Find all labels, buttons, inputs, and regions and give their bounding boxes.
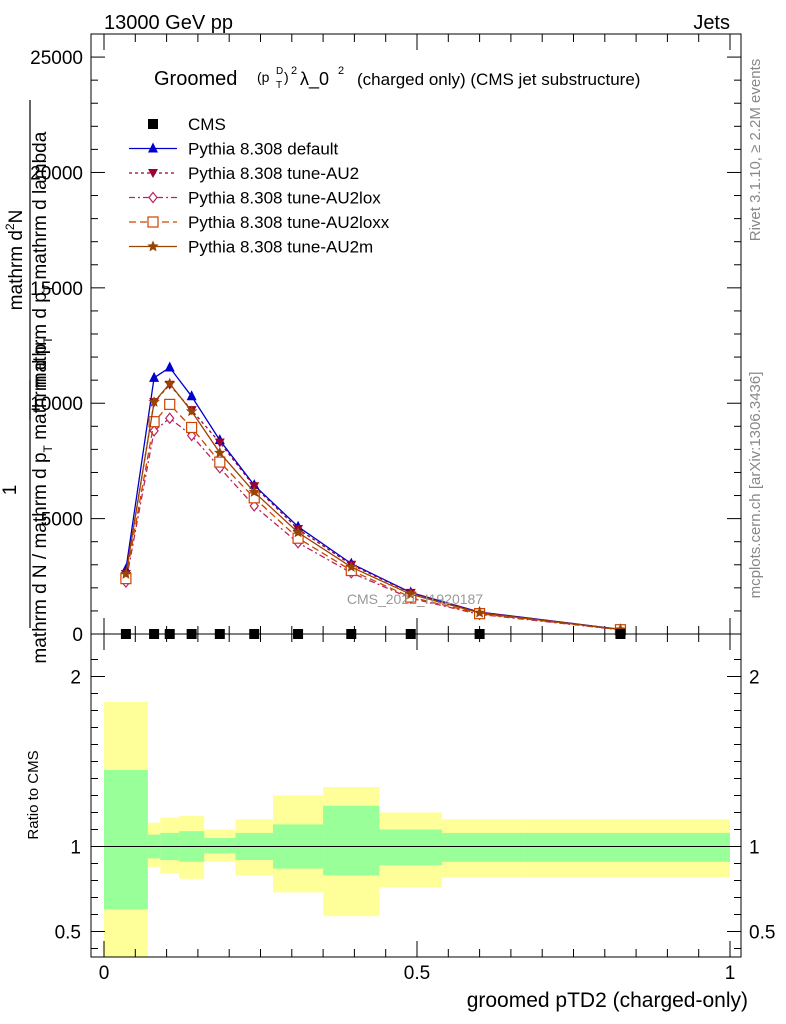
mcplots-label: mcplots.cern.ch [arXiv:1306.3436] bbox=[747, 372, 764, 599]
svg-text:T: T bbox=[276, 80, 282, 91]
data-point bbox=[185, 405, 198, 417]
legend-label: Pythia 8.308 tune-AU2lox bbox=[188, 189, 381, 208]
legend-entry: Pythia 8.308 tune-AU2loxx bbox=[129, 213, 390, 232]
svg-text:λ_0: λ_0 bbox=[300, 69, 329, 90]
ratio-frame bbox=[90, 633, 742, 958]
ratio-band-green bbox=[104, 770, 148, 910]
ratio-ytick-label-right: 1 bbox=[749, 838, 760, 859]
title-close: ) bbox=[284, 69, 289, 85]
main-ylabel: mathrm d2N mathrm d pT mathrm d lambda 1… bbox=[0, 100, 55, 664]
ratio-band-green bbox=[204, 838, 236, 854]
title-sub: T bbox=[276, 80, 282, 91]
ratio-band-green bbox=[442, 832, 524, 862]
data-point bbox=[164, 398, 176, 410]
legend-entry: CMS bbox=[148, 115, 226, 134]
main-ytick-label: 5000 bbox=[41, 510, 83, 531]
x-axis-label: groomed pTD2 (charged-only) bbox=[467, 989, 748, 1012]
title-rest: (charged only) (CMS jet substructure) bbox=[357, 70, 640, 89]
legend-entry: Pythia 8.308 tune-AU2m bbox=[129, 238, 373, 257]
svg-text:mathrm d N / mathrm d pT mathr: mathrm d N / mathrm d pT mathrm d pT bbox=[30, 336, 55, 664]
legend-label: Pythia 8.308 tune-AU2m bbox=[188, 238, 373, 257]
svg-text:D: D bbox=[276, 66, 283, 77]
data-point bbox=[248, 486, 260, 497]
svg-text:Groomed: Groomed bbox=[154, 68, 237, 90]
data-point bbox=[214, 438, 225, 448]
main-ytick-label: 0 bbox=[72, 625, 83, 646]
data-point bbox=[148, 142, 158, 153]
ratio-ytick-label-right: 0.5 bbox=[749, 923, 775, 944]
data-point bbox=[148, 396, 160, 407]
data-point bbox=[214, 446, 226, 458]
ratio-band-green bbox=[323, 805, 380, 876]
ratio-band-green bbox=[523, 832, 730, 862]
data-point bbox=[186, 421, 198, 434]
legend-entry: Pythia 8.308 default bbox=[129, 140, 339, 159]
xtick-label: 0.5 bbox=[404, 963, 430, 984]
data-point bbox=[345, 561, 357, 572]
chart-title: Groomed (p D T ) 2 λ_0 2 bbox=[154, 65, 640, 91]
header-right: Jets bbox=[693, 12, 730, 34]
data-point bbox=[473, 606, 486, 618]
legend-entry: Pythia 8.308 tune-AU2lox bbox=[129, 189, 381, 208]
main-ytick-label: 10000 bbox=[30, 394, 83, 415]
data-point bbox=[292, 526, 304, 538]
ratio-ytick-label: 1 bbox=[70, 838, 81, 859]
main-ytick-label: 25000 bbox=[30, 48, 83, 69]
data-point bbox=[164, 412, 175, 425]
legend-label: Pythia 8.308 default bbox=[188, 140, 339, 159]
title-sq: 2 bbox=[291, 65, 297, 77]
title-sup: D bbox=[276, 66, 283, 77]
svg-text:): ) bbox=[284, 69, 289, 85]
data-point bbox=[214, 456, 226, 468]
data-point bbox=[148, 119, 158, 129]
watermark: CMS_2021_I1920187 bbox=[347, 591, 483, 607]
title-formula: (p bbox=[257, 69, 270, 85]
legend: CMS Pythia 8.308 default Pythia 8.308 tune… bbox=[129, 115, 390, 257]
main-ytick-label: 15000 bbox=[30, 279, 83, 300]
ratio-band-green bbox=[379, 829, 443, 866]
data-point bbox=[148, 416, 160, 428]
data-point bbox=[149, 371, 160, 382]
title-main: Groomed bbox=[154, 68, 237, 90]
svg-text:1: 1 bbox=[0, 485, 21, 496]
ratio-panel: 0.5 0.5 1 1 2 2 0 0.5 1 Ratio to CMS groomed pT… bbox=[25, 633, 775, 1012]
ratio-ytick-label-right: 2 bbox=[749, 668, 760, 689]
svg-text:(charged only) (CMS jet substr: (charged only) (CMS jet substructure) bbox=[357, 70, 640, 89]
svg-text:mathrm d pT mathrm d lambda: mathrm d pT mathrm d lambda bbox=[30, 131, 55, 388]
data-point bbox=[120, 568, 132, 579]
xtick-label: 1 bbox=[725, 963, 736, 984]
legend-label: CMS bbox=[188, 115, 226, 134]
main-ytick-label: 20000 bbox=[30, 163, 83, 184]
data-point bbox=[148, 191, 158, 204]
legend-label: Pythia 8.308 tune-AU2loxx bbox=[188, 213, 390, 232]
data-point bbox=[186, 390, 197, 401]
svg-text:mathrm d2N: mathrm d2N bbox=[3, 210, 27, 311]
data-point bbox=[147, 240, 159, 252]
legend-entry: Pythia 8.308 tune-AU2 bbox=[129, 164, 359, 183]
main-panel: 0 5000 10000 15000 20000 25000 CMS_2021_I1920… bbox=[0, 33, 742, 664]
data-point bbox=[164, 361, 175, 372]
title-lambda: λ_0 bbox=[300, 69, 329, 90]
xtick-label: 0 bbox=[99, 963, 110, 984]
data-point bbox=[147, 216, 159, 228]
legend-label: Pythia 8.308 tune-AU2 bbox=[188, 164, 359, 183]
ratio-ytick-label: 0.5 bbox=[55, 923, 81, 944]
data-point bbox=[405, 588, 417, 600]
svg-text:(p: (p bbox=[257, 69, 270, 85]
data-point bbox=[164, 377, 176, 389]
ratio-ytick-label: 2 bbox=[70, 668, 81, 689]
header-left: 13000 GeV pp bbox=[104, 12, 233, 34]
series-pythia-8-308-tune-au2m bbox=[120, 377, 627, 635]
svg-text:2: 2 bbox=[291, 65, 297, 77]
data-point bbox=[148, 169, 158, 178]
svg-text:2: 2 bbox=[338, 65, 344, 77]
title-lambda-sq: 2 bbox=[338, 65, 344, 77]
rivet-label: Rivet 3.1.10, ≥ 2.2M events bbox=[747, 59, 764, 242]
ratio-ylabel: Ratio to CMS bbox=[25, 750, 42, 839]
